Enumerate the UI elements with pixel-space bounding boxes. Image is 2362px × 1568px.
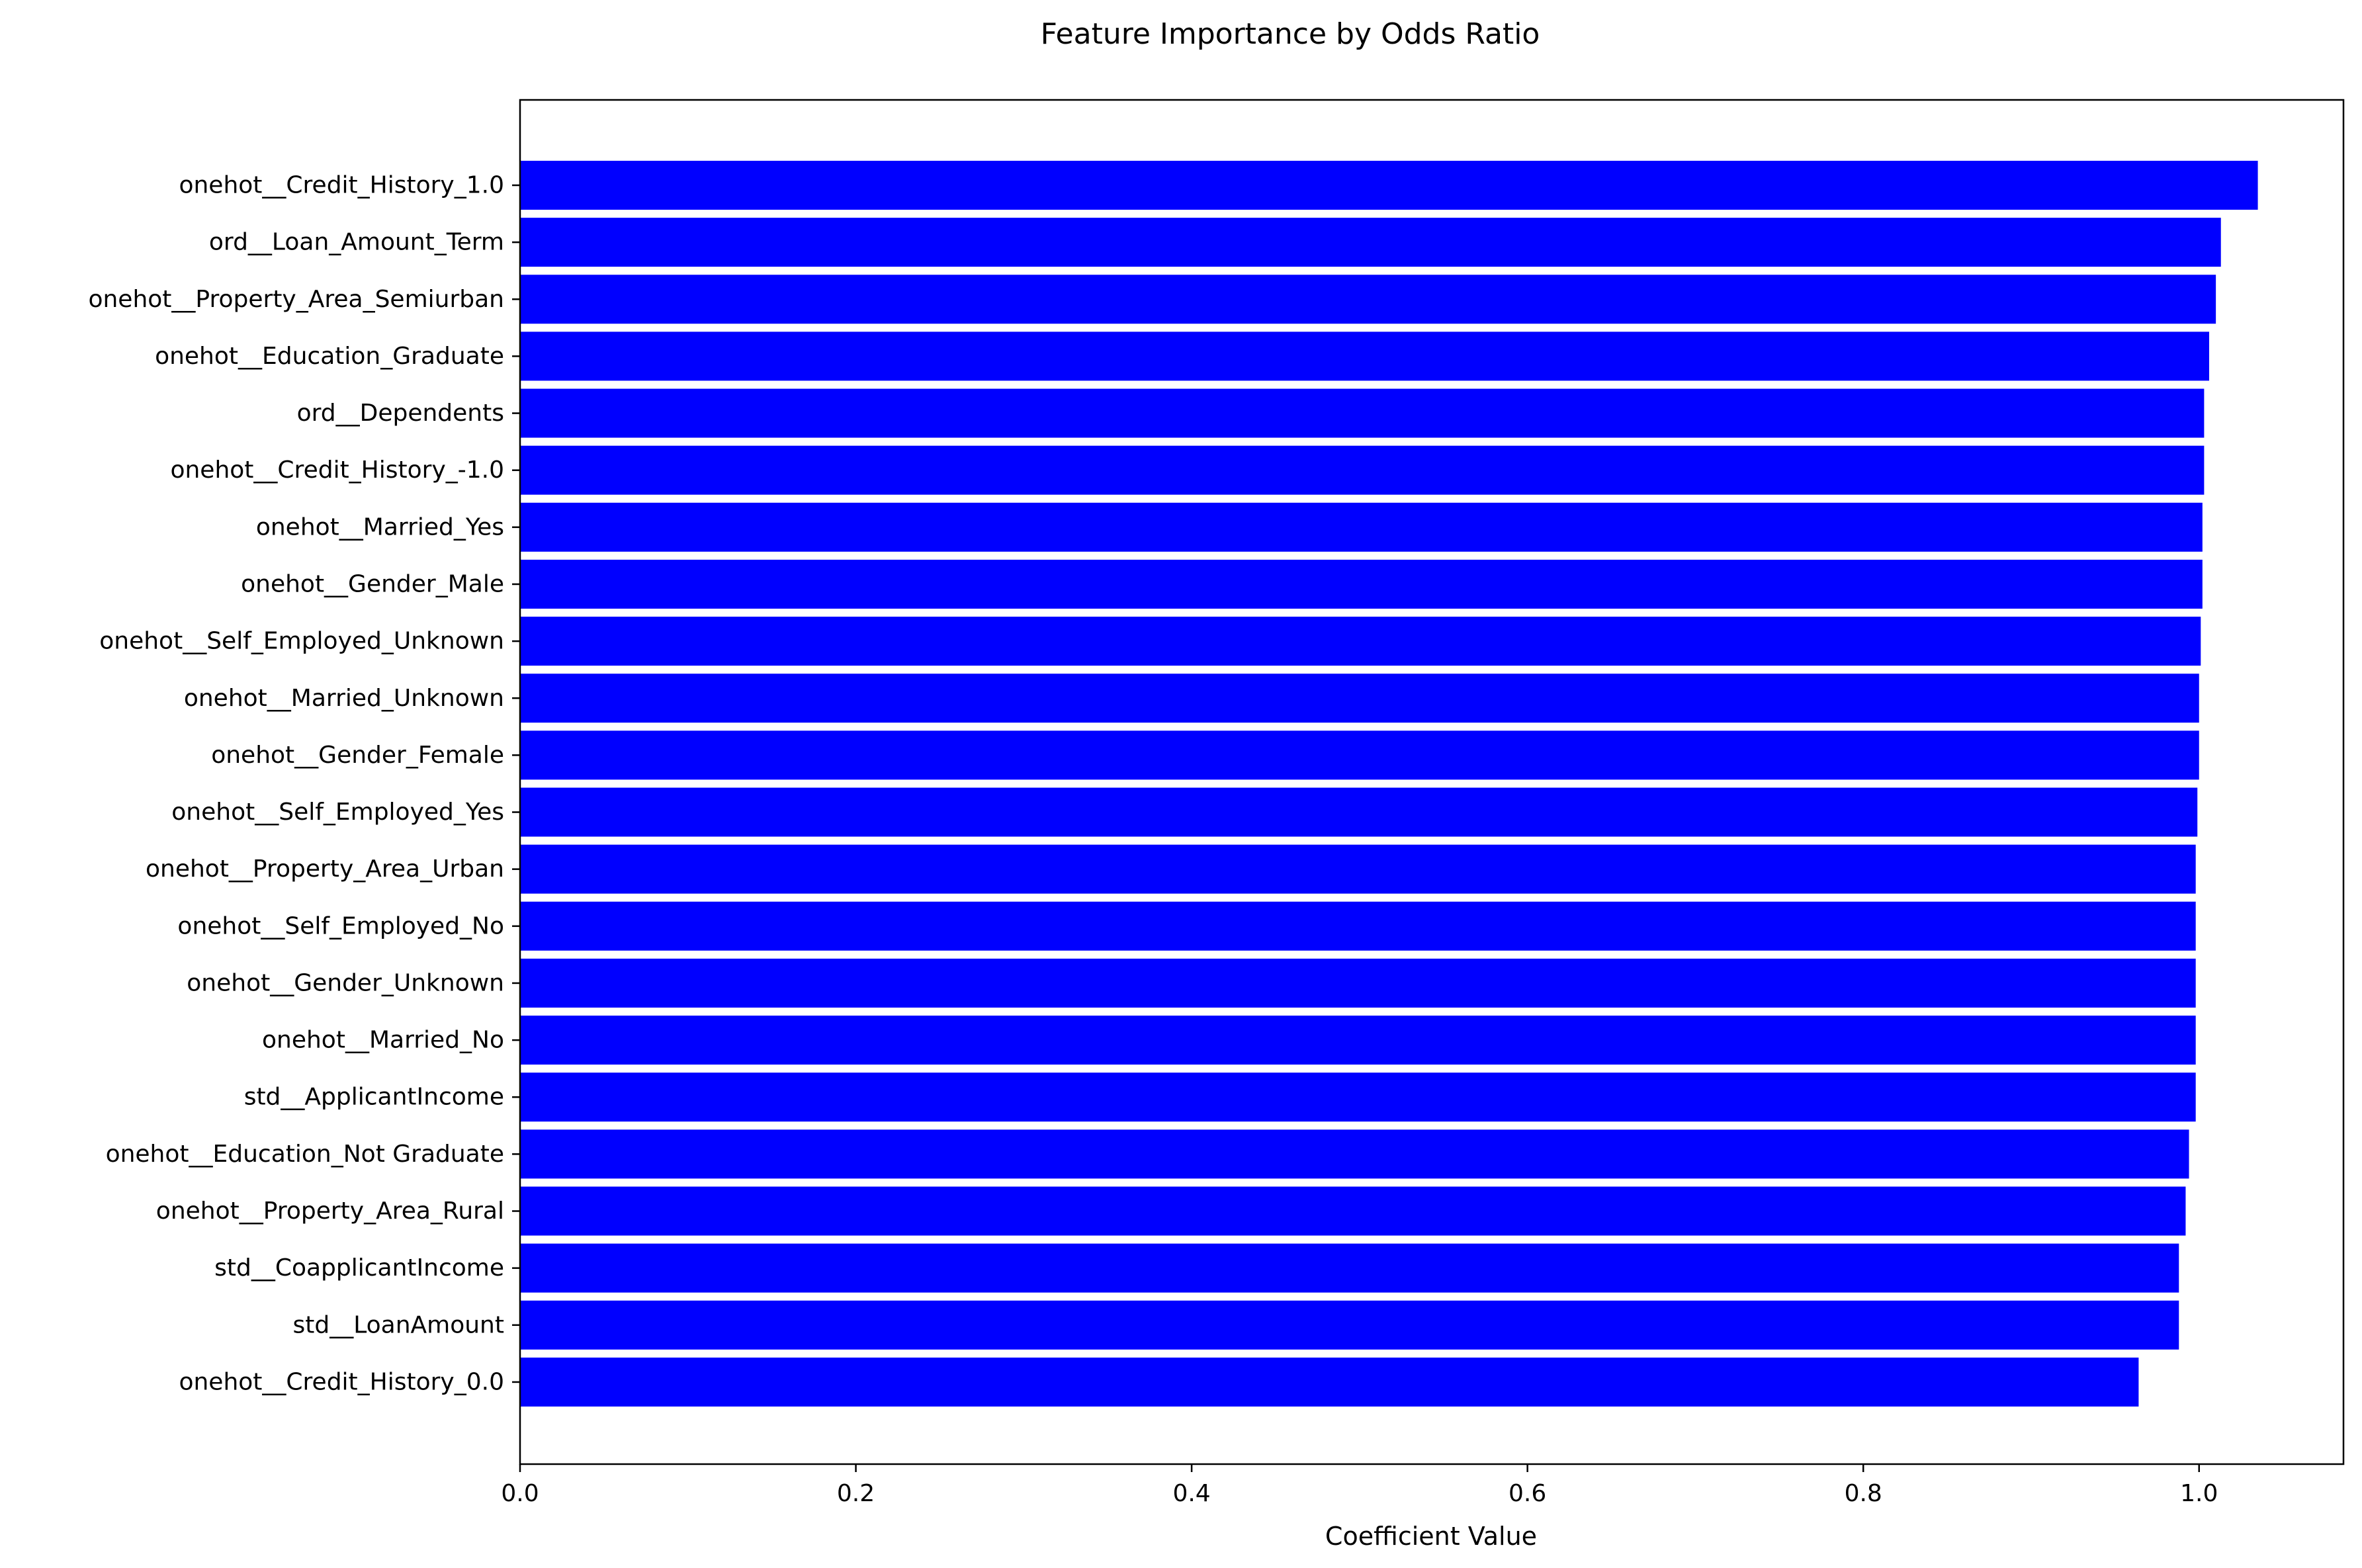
bar-0 [520,161,2258,210]
y-tick-label-16: std__ApplicantIncome [244,1084,504,1111]
y-tick-label-9: onehot__Married_Unknown [184,685,504,712]
bar-6 [520,502,2203,552]
y-tick-label-2: onehot__Property_Area_Semiurban [88,286,504,313]
y-tick-label-21: onehot__Credit_History_0.0 [179,1368,504,1395]
y-tick-label-5: onehot__Credit_History_-1.0 [170,457,504,484]
bar-18 [520,1186,2186,1236]
x-tick-label-2: 0.4 [1172,1480,1210,1507]
bar-21 [520,1357,2139,1407]
bar-19 [520,1243,2179,1293]
bar-5 [520,445,2205,495]
x-tick-label-1: 0.2 [837,1480,875,1507]
bar-4 [520,388,2205,438]
bar-10 [520,730,2199,780]
x-tick-label-4: 0.8 [1845,1480,1882,1507]
bar-16 [520,1072,2196,1122]
bar-8 [520,617,2201,666]
y-tick-label-6: onehot__Married_Yes [256,513,504,541]
y-tick-label-8: onehot__Self_Employed_Unknown [99,628,504,655]
bar-15 [520,1016,2196,1065]
y-tick-label-19: std__CoapplicantIncome [214,1254,504,1282]
bar-11 [520,787,2198,837]
y-tick-label-11: onehot__Self_Employed_Yes [171,799,504,826]
y-tick-label-4: ord__Dependents [297,400,504,427]
bar-2 [520,275,2216,324]
y-tick-label-3: onehot__Education_Graduate [155,343,504,370]
plot-frame [519,99,2345,1465]
y-tick-label-14: onehot__Gender_Unknown [187,969,504,996]
bar-14 [520,958,2196,1008]
bars-group [520,161,2258,1407]
y-tick-label-13: onehot__Self_Employed_No [177,912,504,939]
bar-7 [520,559,2203,609]
x-axis-label: Coefficient Value [1325,1522,1537,1551]
y-tick-label-18: onehot__Property_Area_Rural [156,1198,504,1225]
y-tick-label-12: onehot__Property_Area_Urban [146,855,504,883]
bar-12 [520,844,2196,894]
x-tick-label-3: 0.6 [1509,1480,1546,1507]
y-tick-label-20: std__LoanAmount [292,1311,504,1338]
y-tick-label-10: onehot__Gender_Female [211,742,504,769]
y-tick-label-17: onehot__Education_Not Graduate [106,1141,504,1168]
y-tick-label-0: onehot__Credit_History_1.0 [179,172,504,199]
bar-20 [520,1300,2179,1350]
bar-17 [520,1129,2189,1179]
y-tick-label-1: ord__Loan_Amount_Term [209,229,504,256]
bar-1 [520,218,2221,267]
y-tick-label-15: onehot__Married_No [262,1027,504,1054]
y-axis: onehot__Credit_History_1.0 ord__Loan_Amou… [88,172,520,1395]
x-axis: 0.0 0.2 0.4 0.6 0.8 1.0 [501,1464,2218,1507]
x-tick-label-5: 1.0 [2180,1480,2218,1507]
bar-3 [520,331,2209,381]
x-tick-label-0: 0.0 [501,1480,539,1507]
y-tick-label-7: onehot__Gender_Male [241,570,504,597]
bar-9 [520,674,2199,723]
bar-13 [520,901,2196,951]
chart-title: Feature Importance by Odds Ratio [1041,17,1540,51]
